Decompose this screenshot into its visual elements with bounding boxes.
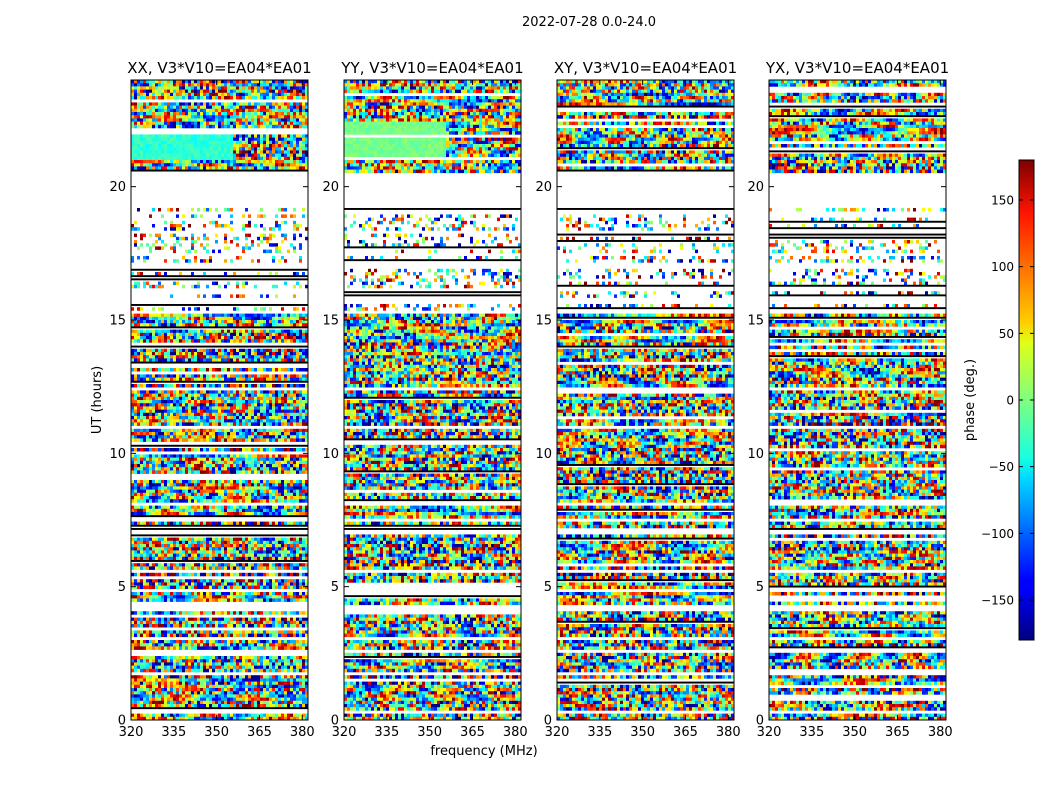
panel-frame <box>556 79 735 721</box>
y-tick-label: 5 <box>118 580 126 595</box>
x-tick-label: 380 <box>716 725 741 740</box>
y-tick-label: 10 <box>322 447 339 462</box>
x-tick-label: 320 <box>545 725 570 740</box>
colorbar-tick-label: −150 <box>981 594 1014 608</box>
colorbar-tick-label: 100 <box>991 260 1014 274</box>
x-tick-label: 380 <box>928 725 953 740</box>
y-tick-label: 20 <box>535 180 552 195</box>
panel-frame <box>343 79 522 721</box>
y-tick-label: 0 <box>118 714 126 729</box>
x-axis-label: frequency (MHz) <box>430 744 537 759</box>
x-tick-label: 350 <box>630 725 655 740</box>
x-tick-label: 335 <box>799 725 824 740</box>
panels-group: XX, V3*V10=EA04*EA01 0 5 10 15 20 320 335 350 365… <box>109 59 952 740</box>
panel-title-yy: YY, V3*V10=EA04*EA01 <box>340 59 523 77</box>
x-tick-label: 335 <box>587 725 612 740</box>
phase-image <box>769 80 946 720</box>
colorbar-tick-label: −100 <box>981 527 1014 541</box>
panel-yx: YX, V3*V10=EA04*EA01 0 5 10 15 20 320 335 350 365… <box>747 59 952 740</box>
panel-frame <box>130 79 309 721</box>
x-tick-label: 365 <box>247 725 272 740</box>
x-tick-label: 365 <box>673 725 698 740</box>
x-tick-label: 380 <box>290 725 315 740</box>
panel-title-xy: XY, V3*V10=EA04*EA01 <box>554 59 737 77</box>
x-tick-label: 350 <box>204 725 229 740</box>
x-tick-label: 320 <box>332 725 357 740</box>
y-tick-label: 20 <box>322 180 339 195</box>
colorbar-label: phase (deg.) <box>963 359 978 441</box>
panel-yy: YY, V3*V10=EA04*EA01 0 5 10 15 20 320 335 350 365… <box>322 59 527 740</box>
y-tick-label: 0 <box>544 714 552 729</box>
y-tick-label: 15 <box>535 314 552 329</box>
x-tick-label: 320 <box>757 725 782 740</box>
x-tick-label: 365 <box>460 725 485 740</box>
y-tick-label: 0 <box>756 714 764 729</box>
panel-xx: XX, V3*V10=EA04*EA01 0 5 10 15 20 320 335 350 365… <box>109 59 314 740</box>
x-tick-label: 335 <box>161 725 186 740</box>
y-tick-label: 15 <box>109 314 126 329</box>
phase-image <box>344 80 521 720</box>
y-tick-label: 5 <box>756 580 764 595</box>
x-tick-label: 320 <box>119 725 144 740</box>
x-tick-label: 350 <box>417 725 442 740</box>
y-tick-label: 20 <box>747 180 764 195</box>
phase-image <box>557 80 734 720</box>
y-tick-label: 15 <box>747 314 764 329</box>
figure-title: 2022-07-28 0.0-24.0 <box>522 15 656 30</box>
x-tick-label: 335 <box>374 725 399 740</box>
x-tick-label: 365 <box>885 725 910 740</box>
y-tick-label: 10 <box>535 447 552 462</box>
y-tick-label: 20 <box>109 180 126 195</box>
colorbar-tick-label: 50 <box>999 327 1014 341</box>
phase-image <box>131 80 308 720</box>
y-tick-label: 0 <box>331 714 339 729</box>
panel-title-xx: XX, V3*V10=EA04*EA01 <box>127 59 311 77</box>
colorbar-tick-label: 150 <box>991 194 1014 208</box>
y-tick-label: 10 <box>747 447 764 462</box>
y-tick-label: 10 <box>109 447 126 462</box>
colorbar-ticks: −150 −100 −50 0 50 100 150 <box>981 194 1034 608</box>
panel-frame <box>768 79 947 721</box>
x-tick-label: 350 <box>842 725 867 740</box>
x-tick-label: 380 <box>503 725 528 740</box>
panel-title-yx: YX, V3*V10=EA04*EA01 <box>765 59 949 77</box>
y-tick-label: 15 <box>322 314 339 329</box>
colorbar-tick-label: −50 <box>989 460 1014 474</box>
colorbar: −150 −100 −50 0 50 100 150 phase (deg.) <box>963 159 1035 641</box>
colorbar-tick-label: 0 <box>1006 394 1014 408</box>
y-axis-label: UT (hours) <box>90 366 105 434</box>
y-tick-label: 5 <box>544 580 552 595</box>
panel-xy: XY, V3*V10=EA04*EA01 0 5 10 15 20 320 335 350 365… <box>535 59 740 740</box>
y-tick-label: 5 <box>331 580 339 595</box>
